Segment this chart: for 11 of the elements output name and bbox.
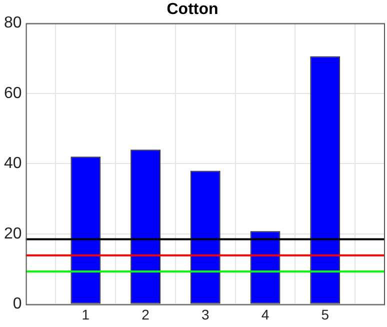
x-tick-label: 1 (82, 306, 90, 322)
x-tick-label: 5 (321, 306, 330, 322)
x-tick-label: 2 (142, 306, 150, 322)
y-tick-label: 60 (4, 84, 22, 102)
y-tick-label: 40 (4, 155, 22, 172)
x-tick-label: 4 (261, 306, 270, 322)
y-tick-label: 0 (12, 296, 22, 313)
x-tick-label: 3 (202, 306, 210, 322)
chart-title: Cotton (166, 1, 218, 18)
y-tick-label: 20 (4, 225, 22, 242)
y-tick-label: 80 (4, 14, 22, 32)
